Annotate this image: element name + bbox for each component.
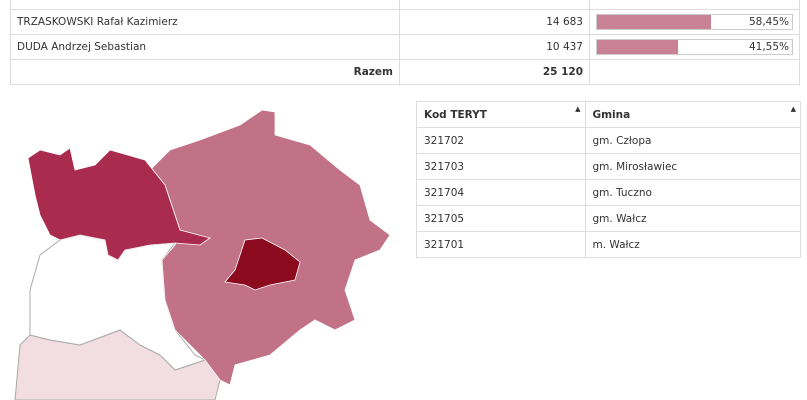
result-row: DUDA Andrzej Sebastian 10 437 41,55% bbox=[10, 34, 800, 60]
share-cell: 58,45% bbox=[589, 9, 800, 35]
header-row: Kod TERYT ▲ Gmina ▲ bbox=[416, 101, 801, 128]
teryt-row: 321701 m. Wałcz bbox=[416, 231, 801, 258]
region-dark bbox=[27, 147, 211, 261]
candidate-votes: 10 437 bbox=[399, 34, 590, 60]
sort-icon: ▲ bbox=[790, 105, 796, 113]
candidate-votes: 14 683 bbox=[399, 9, 590, 35]
header-row bbox=[10, 0, 800, 10]
column-header: Gmina ▲ bbox=[584, 101, 801, 128]
region-darkest bbox=[224, 237, 301, 291]
teryt-code: 321704 bbox=[416, 179, 586, 206]
gmina: gm. Wałcz bbox=[584, 205, 801, 232]
gmina: m. Wałcz bbox=[584, 231, 801, 258]
results-body: TRZASKOWSKI Rafał Kazimierz 14 683 58,45% D… bbox=[10, 9, 800, 60]
share-label: 58,45% bbox=[748, 16, 789, 28]
teryt-table: Kod TERYT ▲ Gmina ▲ 321702 gm. Człopa 321703 g… bbox=[416, 101, 801, 258]
share-cell: 41,55% bbox=[589, 34, 800, 60]
total-votes: 25 120 bbox=[399, 59, 590, 85]
gmina: gm. Mirosławiec bbox=[584, 153, 801, 180]
teryt-code: 321705 bbox=[416, 205, 586, 232]
gmina: gm. Człopa bbox=[584, 127, 801, 154]
share-bar bbox=[597, 40, 679, 54]
gmina: gm. Tuczno bbox=[584, 179, 801, 206]
column-header: Kod TERYT ▲ bbox=[416, 101, 586, 128]
share-label: 41,55% bbox=[748, 41, 789, 53]
teryt-row: 321705 gm. Wałcz bbox=[416, 205, 801, 232]
teryt-body: 321702 gm. Człopa 321703 gm. Mirosławiec 321… bbox=[416, 127, 801, 258]
teryt-code: 321701 bbox=[416, 231, 586, 258]
header-text: Kod TERYT bbox=[424, 108, 487, 121]
total-row: Razem 25 120 bbox=[10, 59, 800, 85]
teryt-code: 321702 bbox=[416, 127, 586, 154]
total-label: Razem bbox=[10, 59, 400, 85]
result-row: TRZASKOWSKI Rafał Kazimierz 14 683 58,45% bbox=[10, 9, 800, 35]
header-text: Gmina bbox=[592, 108, 631, 121]
sort-icon: ▲ bbox=[575, 105, 581, 113]
teryt-row: 321704 gm. Tuczno bbox=[416, 179, 801, 206]
teryt-row: 321702 gm. Człopa bbox=[416, 127, 801, 154]
results-table: TRZASKOWSKI Rafał Kazimierz 14 683 58,45% D… bbox=[10, 0, 800, 85]
candidate-name: TRZASKOWSKI Rafał Kazimierz bbox=[10, 9, 400, 35]
map bbox=[14, 109, 391, 400]
share-bar-box: 58,45% bbox=[596, 14, 793, 30]
candidate-name: DUDA Andrzej Sebastian bbox=[10, 34, 400, 60]
share-bar bbox=[597, 15, 711, 29]
teryt-row: 321703 gm. Mirosławiec bbox=[416, 153, 801, 180]
teryt-code: 321703 bbox=[416, 153, 586, 180]
share-bar-box: 41,55% bbox=[596, 39, 793, 55]
